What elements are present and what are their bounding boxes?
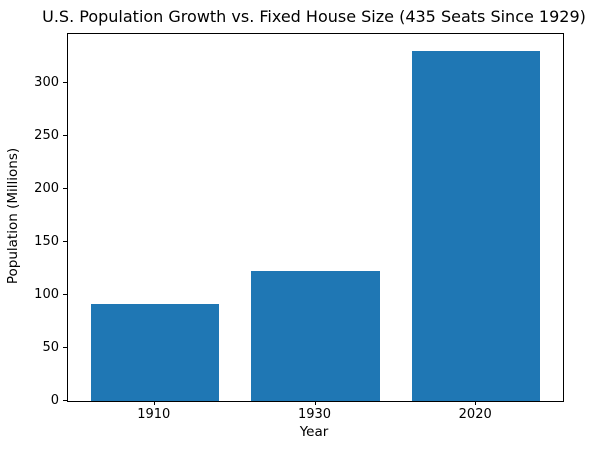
y-tick-label: 50: [42, 340, 59, 356]
y-tick-label: 150: [34, 234, 59, 250]
x-tick-mark: [475, 401, 477, 405]
x-axis-label: Year: [299, 424, 329, 440]
x-tick-label: 1930: [297, 407, 332, 422]
y-tick-label: 300: [34, 75, 59, 91]
bar-2020: [411, 51, 541, 401]
y-tick-label: 100: [34, 287, 59, 303]
chart-title: U.S. Population Growth vs. Fixed House S…: [42, 7, 586, 26]
y-tick-mark: [63, 400, 67, 401]
y-tick-label: 200: [34, 181, 59, 197]
y-tick-mark: [63, 347, 67, 349]
bar-1930: [251, 270, 380, 401]
x-tick-label: 2020: [458, 407, 492, 422]
plot-area: [67, 33, 564, 402]
y-tick-mark: [63, 241, 67, 243]
x-tick-label: 1910: [137, 407, 171, 422]
bar-1910: [90, 303, 220, 401]
y-axis-label: Population (Millions): [5, 147, 21, 285]
y-tick-label: 250: [34, 128, 59, 144]
y-tick-mark: [63, 294, 67, 296]
y-tick-mark: [63, 188, 67, 190]
y-tick-mark: [63, 82, 67, 84]
y-tick-mark: [63, 135, 67, 137]
y-tick-label: 0: [50, 393, 59, 408]
x-tick-mark: [153, 401, 155, 405]
x-tick-mark: [314, 401, 316, 405]
